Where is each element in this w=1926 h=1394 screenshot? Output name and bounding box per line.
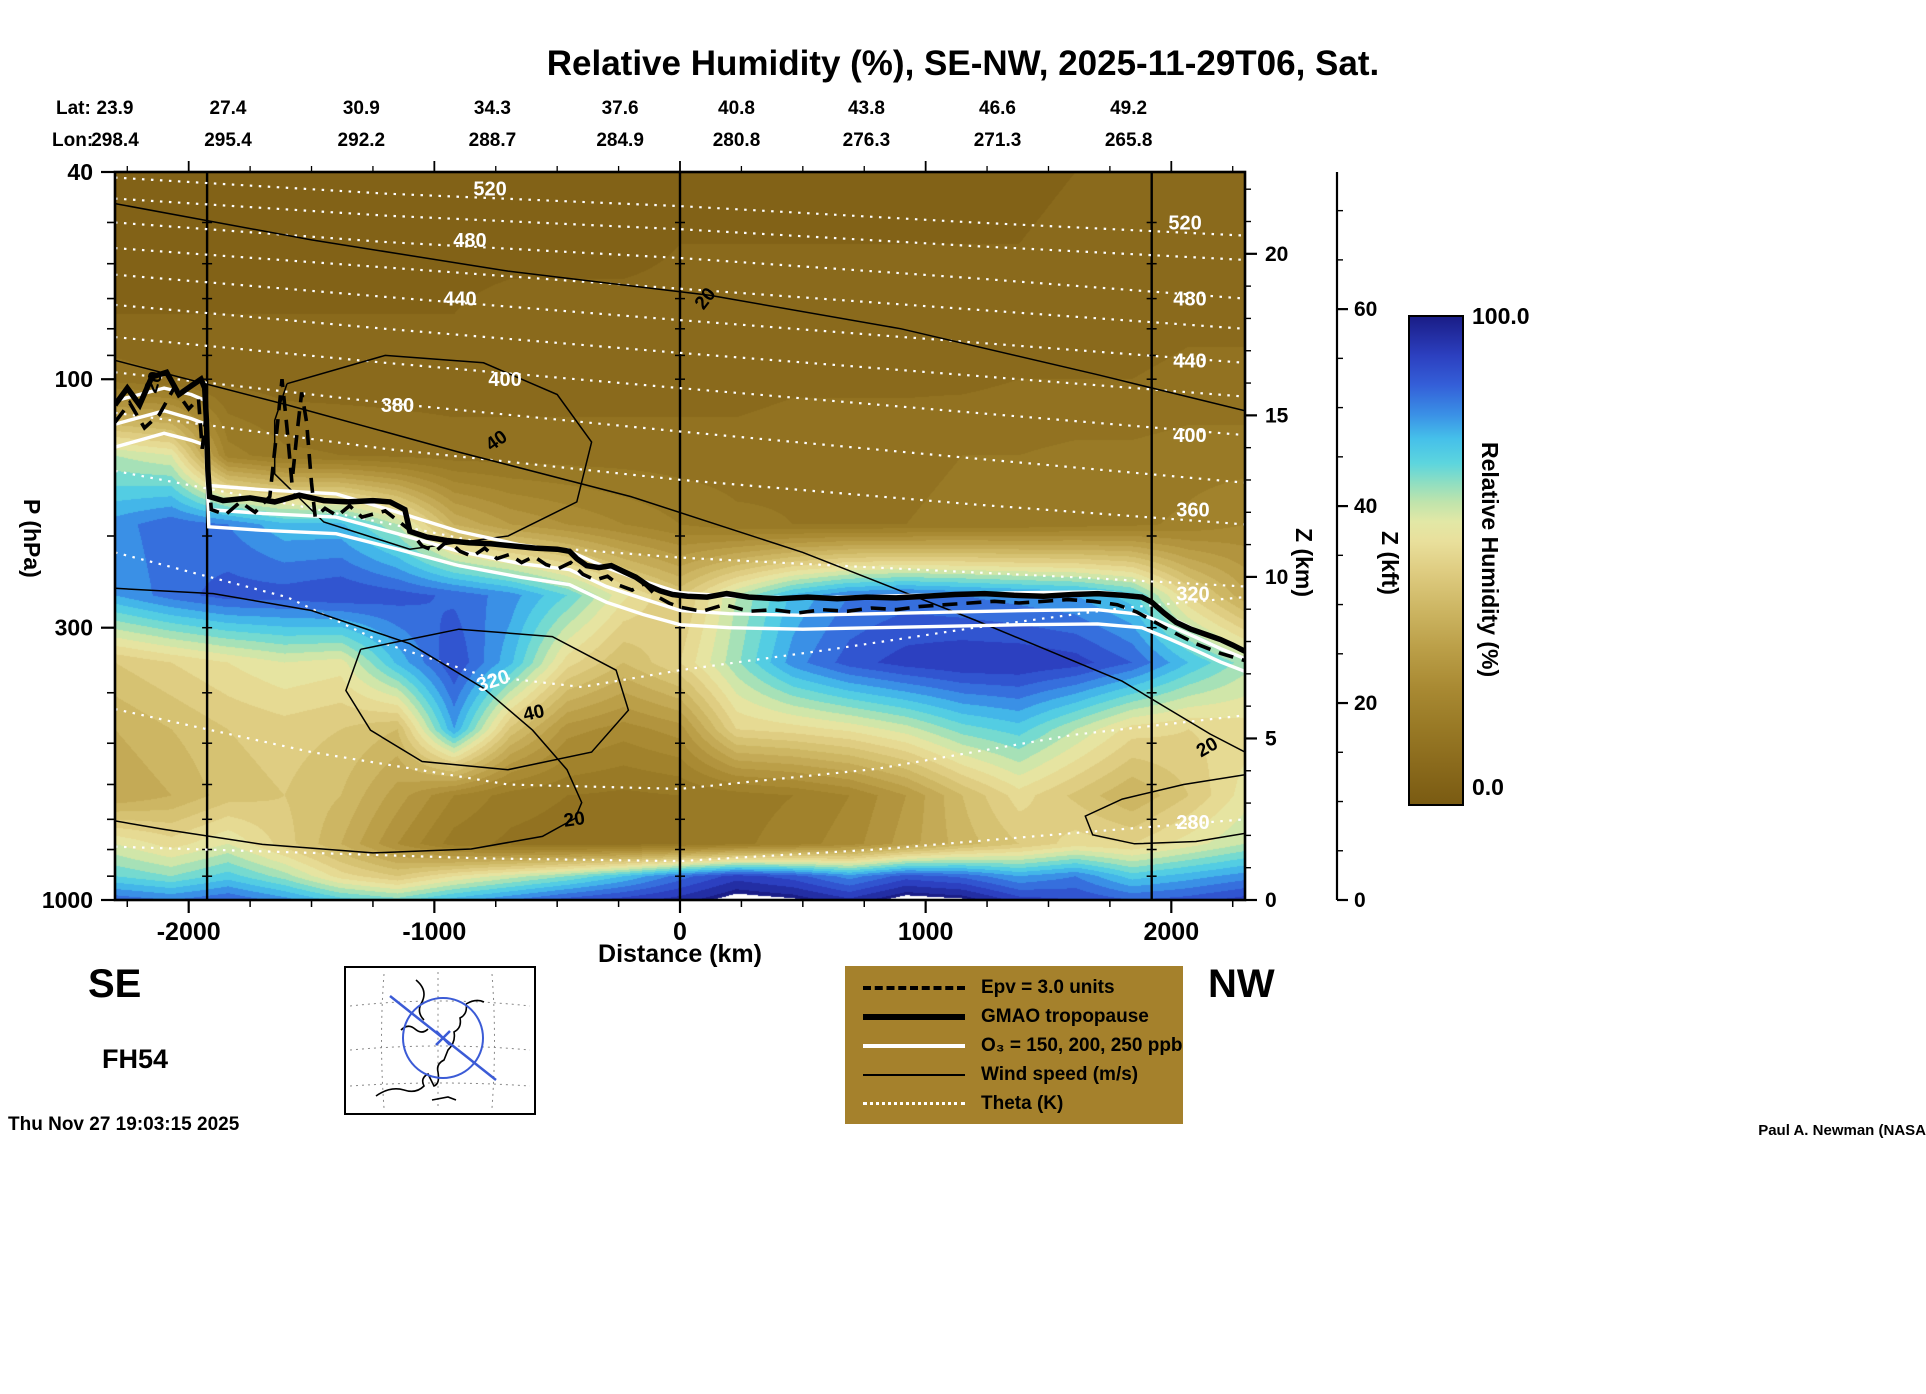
pressure-tick-label: 40 bbox=[67, 159, 93, 185]
lat-value: 30.9 bbox=[342, 98, 380, 119]
legend-item: Epv = 3.0 units bbox=[845, 973, 1183, 1002]
pressure-tick-label: 300 bbox=[55, 615, 93, 641]
lat-caption: Lat: bbox=[56, 98, 91, 119]
legend-item: GMAO tropopause bbox=[845, 1002, 1183, 1031]
z-km-tick-label: 0 bbox=[1265, 889, 1277, 912]
colorbar bbox=[1408, 315, 1464, 806]
pressure-tick-label: 1000 bbox=[42, 887, 93, 913]
theta-label: 440 bbox=[443, 289, 476, 311]
legend-label: Wind speed (m/s) bbox=[981, 1063, 1139, 1085]
pressure-tick-label: 100 bbox=[55, 366, 93, 392]
lat-value: 40.8 bbox=[718, 98, 755, 119]
colorbar-title: Relative Humidity (%) bbox=[1477, 442, 1503, 678]
lon-caption: Lon: bbox=[52, 130, 94, 151]
lat-value: 27.4 bbox=[209, 98, 247, 119]
endpoint-se-label: SE bbox=[88, 962, 142, 1006]
theta-label: 380 bbox=[381, 395, 414, 417]
wind-contour bbox=[273, 354, 593, 550]
legend-item: Theta (K) bbox=[845, 1089, 1183, 1118]
colorbar-min-label: 0.0 bbox=[1472, 774, 1504, 800]
lat-value: 46.6 bbox=[979, 98, 1017, 119]
z-kft-tick-label: 40 bbox=[1354, 495, 1377, 518]
lat-value: 43.8 bbox=[847, 98, 885, 119]
lat-value: 23.9 bbox=[96, 98, 134, 119]
z-kft-axis-label: Z (kft) bbox=[1377, 531, 1403, 595]
map-graticule bbox=[349, 972, 531, 1109]
z-km-tick-label: 15 bbox=[1265, 404, 1289, 427]
creation-timestamp: Thu Nov 27 19:03:15 2025 bbox=[8, 1114, 240, 1135]
legend-sample-epv bbox=[863, 985, 965, 990]
legend-item: Wind speed (m/s) bbox=[845, 1060, 1183, 1089]
lon-value: 288.7 bbox=[468, 130, 517, 151]
distance-axis-label: Distance (km) bbox=[598, 940, 762, 968]
wind-contour bbox=[345, 628, 630, 771]
wind-contour bbox=[115, 587, 583, 854]
lat-value: 37.6 bbox=[601, 98, 639, 119]
lon-value: 284.9 bbox=[596, 130, 644, 151]
legend-sample-tropopause bbox=[863, 1013, 965, 1020]
colorbar-max-label: 100.0 bbox=[1472, 303, 1530, 329]
theta-label: 480 bbox=[453, 230, 486, 252]
legend-sample-theta bbox=[863, 1102, 965, 1105]
wind-label: 40 bbox=[482, 426, 511, 455]
forecast-hour-label: FH54 bbox=[102, 1044, 169, 1074]
theta-label: 360 bbox=[1176, 500, 1209, 522]
inset-map bbox=[344, 966, 536, 1115]
theta-label: 400 bbox=[488, 369, 521, 391]
z-km-axis-label: Z (km) bbox=[1291, 527, 1317, 597]
legend-label: Theta (K) bbox=[981, 1092, 1064, 1114]
lon-values-row: 298.4 295.4 292.2 288.7 284.9 280.8 276.3 271.3… bbox=[91, 130, 1245, 154]
theta-label: 320 bbox=[1176, 584, 1209, 606]
legend-sample-wind bbox=[863, 1073, 965, 1076]
endpoint-nw-label: NW bbox=[1208, 962, 1275, 1006]
pressure-axis-label: P (hPa) bbox=[19, 499, 45, 578]
theta-label: 280 bbox=[1176, 812, 1209, 834]
lon-value: 292.2 bbox=[337, 130, 386, 151]
theta-contour-labels: 520 480 440 400 380 320 520 480 440 400 360 320 280 bbox=[381, 178, 1210, 834]
lon-value: 295.4 bbox=[204, 130, 252, 151]
lat-value: 34.3 bbox=[473, 98, 511, 119]
lon-value: 271.3 bbox=[973, 130, 1022, 151]
lon-value: 298.4 bbox=[91, 130, 139, 151]
z-kft-tick-label: 60 bbox=[1354, 298, 1377, 321]
z-km-tick-label: 10 bbox=[1265, 566, 1288, 589]
wind-label: 20 bbox=[562, 808, 586, 832]
plot-area: 520 480 440 400 380 320 520 480 440 400 360 320 280 2… bbox=[115, 172, 1245, 900]
lon-value: 280.8 bbox=[712, 130, 761, 151]
theta-label: 400 bbox=[1173, 425, 1206, 447]
wind-label: 20 bbox=[691, 284, 721, 314]
theta-label: 440 bbox=[1173, 350, 1206, 372]
transect-x-marker bbox=[435, 1030, 451, 1046]
lat-value: 49.2 bbox=[1110, 98, 1148, 119]
z-km-tick-label: 5 bbox=[1265, 727, 1277, 750]
legend-label: Epv = 3.0 units bbox=[981, 976, 1115, 998]
lon-value: 276.3 bbox=[842, 130, 891, 151]
lon-value: 265.8 bbox=[1104, 130, 1153, 151]
z-kft-tick-label: 20 bbox=[1354, 692, 1377, 715]
legend-sample-ozone bbox=[863, 1043, 965, 1048]
z-km-tick-label: 20 bbox=[1265, 243, 1288, 266]
legend-label: O₃ = 150, 200, 250 ppb bbox=[981, 1034, 1183, 1056]
theta-label: 520 bbox=[1168, 212, 1201, 234]
transect-circle bbox=[402, 997, 484, 1079]
lat-values-row: 23.9 27.4 30.9 34.3 37.6 40.8 43.8 46.6 49.2 bbox=[97, 98, 1245, 122]
theta-label: 320 bbox=[474, 666, 513, 697]
theta-label: 520 bbox=[473, 178, 506, 200]
wind-label: 40 bbox=[521, 701, 546, 726]
z-kft-tick-label: 0 bbox=[1354, 889, 1366, 912]
theta-label: 480 bbox=[1173, 289, 1206, 311]
contour-overlay: 520 480 440 400 380 320 520 480 440 400 360 320 280 2… bbox=[115, 172, 1245, 900]
wind-contour bbox=[1084, 774, 1245, 845]
legend-item: O₃ = 150, 200, 250 ppb bbox=[845, 1031, 1183, 1060]
legend-label: GMAO tropopause bbox=[981, 1005, 1149, 1027]
credit-text: Paul A. Newman (NASA bbox=[1758, 1122, 1926, 1139]
legend-box: Epv = 3.0 units GMAO tropopause O₃ = 150, … bbox=[845, 966, 1183, 1124]
chart-title: Relative Humidity (%), SE-NW, 2025-11-29… bbox=[546, 44, 1380, 83]
